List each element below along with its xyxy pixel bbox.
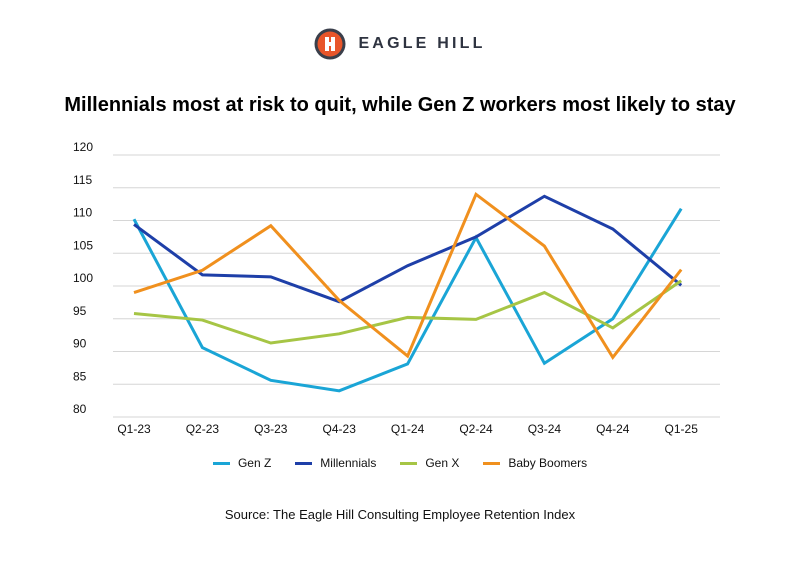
y-tick-label: 90 (73, 337, 87, 351)
source-note: Source: The Eagle Hill Consulting Employ… (224, 507, 576, 522)
grid-lines (113, 154, 720, 418)
x-tick-label: Q4-23 (323, 422, 357, 436)
legend-item: Baby Boomers (483, 456, 587, 470)
x-tick-label: Q1-25 (665, 422, 699, 436)
legend-label: Millennials (320, 456, 377, 470)
logo-text: EAGLE HILL (358, 35, 486, 52)
series-line-baby-boomers (133, 191, 683, 361)
x-tick-label: Q3-24 (528, 422, 562, 436)
legend: Gen Z Millennials Gen X Baby Boomers (0, 456, 800, 470)
y-tick-label: 85 (73, 369, 87, 383)
series-line-millennials (133, 194, 683, 304)
legend-swatch (483, 461, 501, 465)
y-tick-label: 115 (73, 173, 92, 187)
eagle-hill-logo-icon (314, 28, 346, 60)
y-tick-label: 95 (73, 304, 87, 318)
series-line-gen-z (132, 207, 683, 393)
legend-item: Gen X (400, 456, 459, 470)
legend-swatch (400, 461, 418, 465)
legend-item: Millennials (295, 456, 376, 470)
y-tick-label: 110 (73, 206, 92, 220)
legend-label: Gen Z (237, 456, 272, 470)
x-tick-label: Q4-24 (596, 422, 630, 436)
legend-swatch (212, 461, 230, 465)
y-tick-label: 100 (73, 271, 93, 285)
x-tick-label: Q1-23 (117, 422, 151, 436)
x-axis-labels: Q1-23 Q2-23 Q3-23 Q4-23 Q1-24 Q2-24 Q3-24 Q4-24… (117, 422, 698, 436)
legend-label: Gen X (425, 456, 460, 470)
series-line-gen-x (133, 279, 683, 345)
series-lines (132, 191, 683, 393)
legend-swatch (295, 461, 313, 465)
logo-glyph (325, 37, 336, 51)
y-tick-label: 120 (73, 140, 93, 154)
brand-logo: EAGLE HILL (0, 28, 800, 60)
x-tick-label: Q1-24 (391, 422, 425, 436)
x-tick-label: Q3-23 (254, 422, 288, 436)
chart-title: Millennials most at risk to quit, while … (64, 94, 736, 116)
y-tick-label: 80 (73, 402, 87, 416)
legend-item: Gen Z (212, 456, 272, 470)
y-tick-label: 105 (73, 238, 93, 252)
x-tick-label: Q2-24 (459, 422, 493, 436)
y-axis-labels: 80 85 90 95 100 105 110 115 120 (73, 140, 93, 416)
x-tick-label: Q2-23 (186, 422, 220, 436)
legend-label: Baby Boomers (508, 456, 588, 470)
